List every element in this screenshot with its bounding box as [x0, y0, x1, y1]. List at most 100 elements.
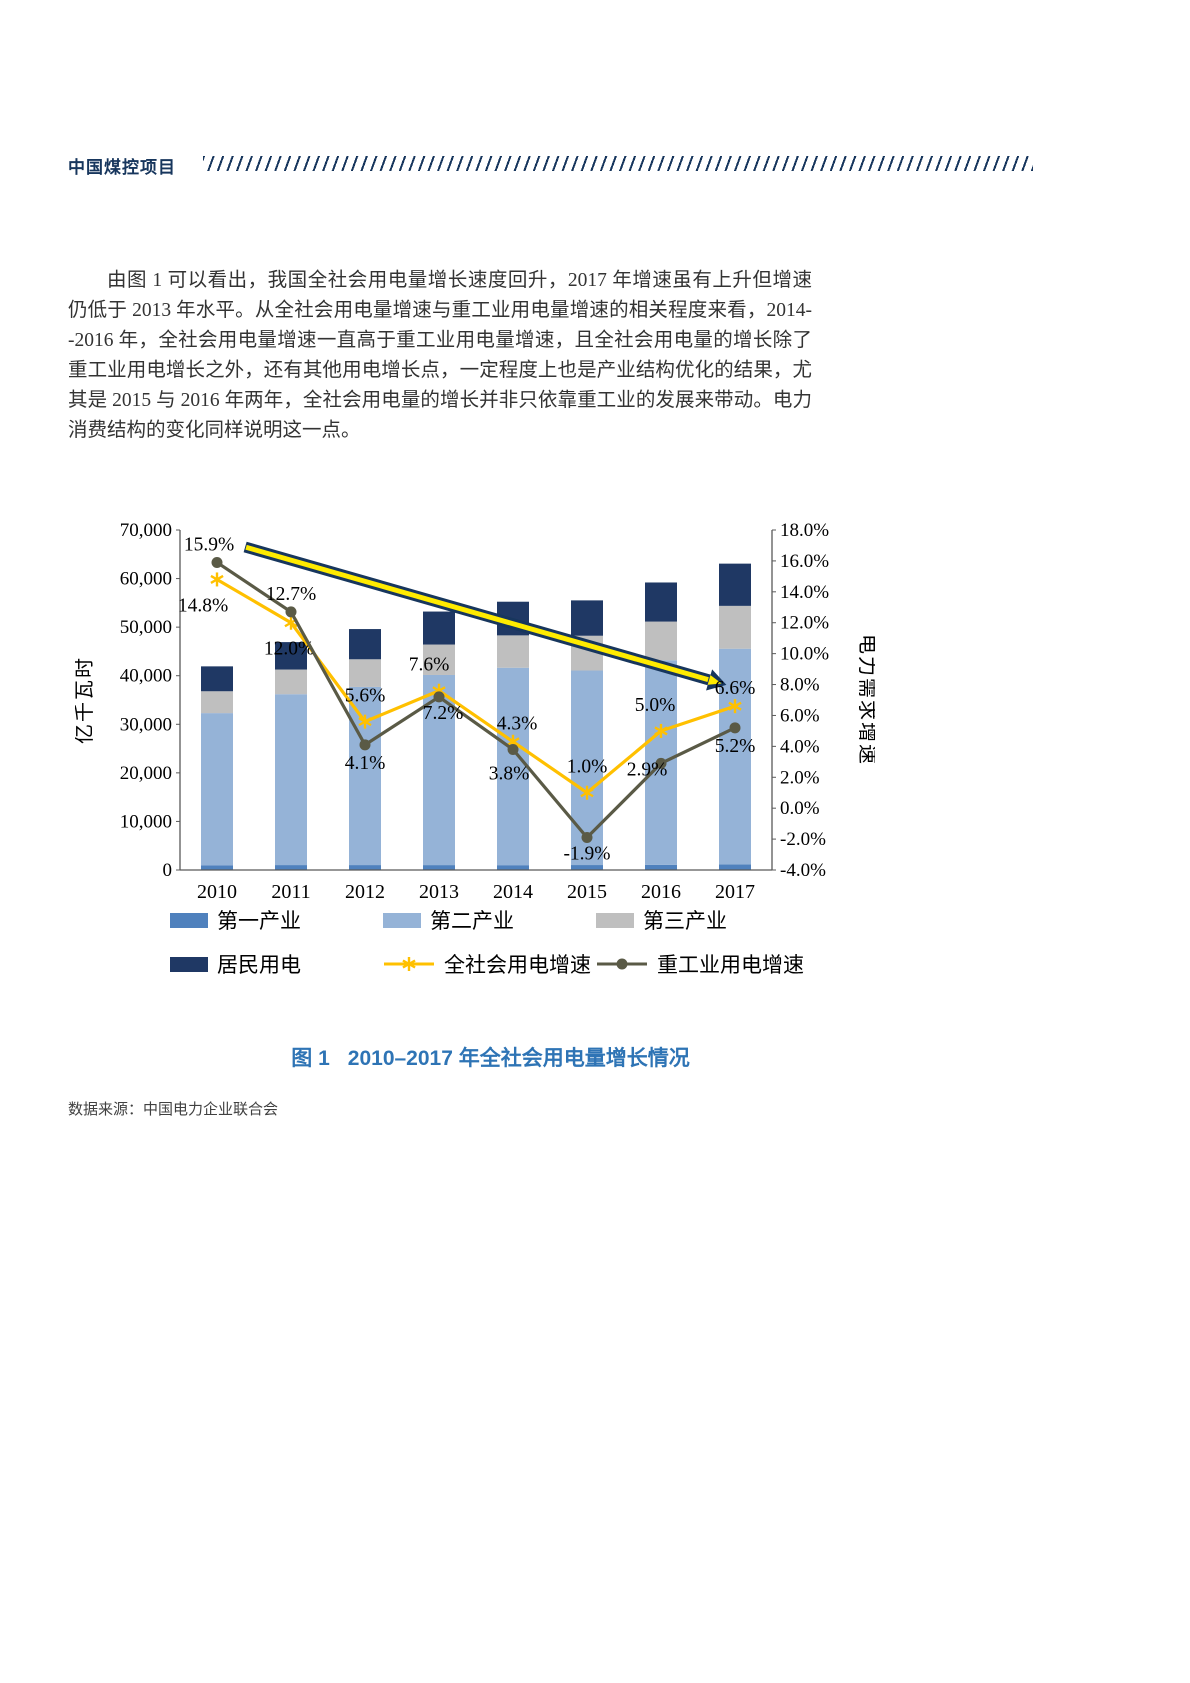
- bar-segment: [349, 629, 381, 660]
- svg-text:40,000: 40,000: [120, 666, 172, 687]
- svg-text:2015: 2015: [567, 881, 607, 903]
- body-paragraph: 由图 1 可以看出，我国全社会用电量增长速度回升，2017 年增速虽有上升但增速…: [68, 270, 812, 441]
- svg-text:2013: 2013: [419, 881, 459, 903]
- figure-caption-title: 2010–2017 年全社会用电量增长情况: [347, 1047, 690, 1070]
- svg-text:20,000: 20,000: [120, 763, 172, 784]
- bar-segment: [201, 666, 233, 692]
- bar-segment: [645, 582, 677, 622]
- legend-line-swatch: [597, 958, 647, 970]
- figure-caption: 图 1 2010–2017 年全社会用电量增长情况: [68, 1042, 913, 1072]
- bar-segment: [719, 605, 751, 649]
- svg-text:10.0%: 10.0%: [780, 644, 829, 665]
- bar-segment: [571, 600, 603, 636]
- bar-segment: [423, 865, 455, 870]
- legend-item: 第一产业: [170, 905, 383, 935]
- circle-marker: [581, 832, 593, 844]
- data-label: 4.3%: [497, 714, 538, 735]
- svg-text:-4.0%: -4.0%: [780, 860, 826, 881]
- data-label: 12.7%: [266, 584, 316, 605]
- svg-text:2016: 2016: [641, 881, 681, 903]
- legend-line-swatch: [384, 957, 434, 971]
- figure-caption-label: 图 1: [291, 1047, 330, 1070]
- legend-label: 第三产业: [643, 909, 727, 933]
- line-series-heavy-industry: 15.9% 12.7% 4.1% 7.2% 3.8% -1.9% 2.9% 5.2%: [184, 534, 756, 864]
- bar-segment: [645, 621, 677, 661]
- svg-text:8.0%: 8.0%: [780, 675, 820, 696]
- data-label: 7.2%: [423, 703, 464, 724]
- header-hatch-rule: [203, 156, 1033, 171]
- legend-label: 重工业用电增速: [657, 953, 804, 977]
- legend-bar-swatch: [596, 912, 634, 928]
- bar-segment: [201, 713, 233, 866]
- data-label: 14.8%: [178, 595, 228, 616]
- svg-text:70,000: 70,000: [120, 520, 172, 541]
- legend-bar-swatch: [170, 912, 208, 928]
- svg-text:4.0%: 4.0%: [780, 736, 820, 757]
- bar-segment: [275, 642, 307, 670]
- line-series-total-society: 14.8% 12.0% 5.6% 7.6% 4.3% 1.0% 5.0% 6.6%: [178, 572, 756, 800]
- star-marker: [358, 717, 372, 727]
- electricity-growth-chart: 0 10,000 20,000 30,000 40,000 50,000 60,000 70,…: [75, 520, 875, 903]
- data-label: 5.0%: [635, 695, 676, 716]
- svg-text:2010: 2010: [197, 881, 237, 903]
- data-label: 4.1%: [345, 753, 386, 774]
- bar-segment: [645, 864, 677, 870]
- circle-marker: [433, 691, 445, 703]
- legend-row: 第一产业 第二产业 第三产业: [170, 905, 870, 935]
- legend-label: 第二产业: [430, 909, 514, 933]
- svg-text:2011: 2011: [271, 881, 310, 903]
- data-label: 2.9%: [627, 759, 668, 780]
- legend-item: 第三产业: [596, 905, 809, 935]
- data-label: 1.0%: [567, 757, 608, 778]
- bar-segment: [497, 865, 529, 870]
- star-marker: [506, 737, 520, 747]
- star-marker: [210, 574, 224, 584]
- star-marker: [728, 701, 742, 711]
- data-label: 15.9%: [184, 534, 234, 555]
- data-label: 5.2%: [715, 736, 756, 757]
- bar-segment: [423, 674, 455, 866]
- star-marker: [580, 788, 594, 798]
- data-label: 7.6%: [409, 655, 450, 676]
- legend-item: 居民用电: [170, 949, 383, 979]
- circle-marker: [507, 743, 519, 755]
- svg-text:2014: 2014: [493, 881, 533, 903]
- legend-item: 重工业用电增速: [596, 949, 809, 979]
- bar-segment: [275, 694, 307, 866]
- data-label: 6.6%: [715, 678, 756, 699]
- trend-arrow: [243, 541, 727, 691]
- legend-bar-swatch: [170, 956, 208, 972]
- circle-marker: [211, 556, 223, 568]
- svg-text:10,000: 10,000: [120, 811, 172, 832]
- axes: 0 10,000 20,000 30,000 40,000 50,000 60,000 70,…: [75, 520, 875, 903]
- header-brand: 中国煤控项目: [68, 158, 176, 177]
- data-source-note: 数据来源：中国电力企业联合会: [68, 1101, 279, 1118]
- legend-label: 第一产业: [217, 909, 301, 933]
- bar-segment: [719, 563, 751, 606]
- legend-item: 第二产业: [383, 905, 596, 935]
- data-label: 5.6%: [345, 686, 386, 707]
- bar-segment: [275, 669, 307, 695]
- bar-segment: [719, 864, 751, 870]
- star-marker: [654, 726, 668, 736]
- bar-segment: [201, 865, 233, 870]
- svg-text:2012: 2012: [345, 881, 385, 903]
- svg-text:-2.0%: -2.0%: [780, 829, 826, 850]
- star-marker: [432, 686, 446, 696]
- circle-marker: [285, 606, 297, 618]
- legend-label: 全社会用电增速: [444, 953, 591, 977]
- chart-legend: 第一产业 第二产业 第三产业居民用电 全社会用电增速 重工业用电增速: [170, 905, 870, 993]
- bar-segment: [497, 635, 529, 668]
- left-axis-title: 亿千瓦时: [75, 656, 96, 744]
- svg-text:6.0%: 6.0%: [780, 705, 820, 726]
- svg-text:0: 0: [163, 860, 173, 881]
- svg-text:60,000: 60,000: [120, 569, 172, 590]
- bar-segment: [497, 667, 529, 866]
- circle-marker: [359, 739, 371, 751]
- svg-text:50,000: 50,000: [120, 617, 172, 638]
- svg-text:2017: 2017: [715, 881, 755, 903]
- bar-segment: [349, 659, 381, 687]
- legend-item: 全社会用电增速: [383, 949, 596, 979]
- svg-text:12.0%: 12.0%: [780, 613, 829, 634]
